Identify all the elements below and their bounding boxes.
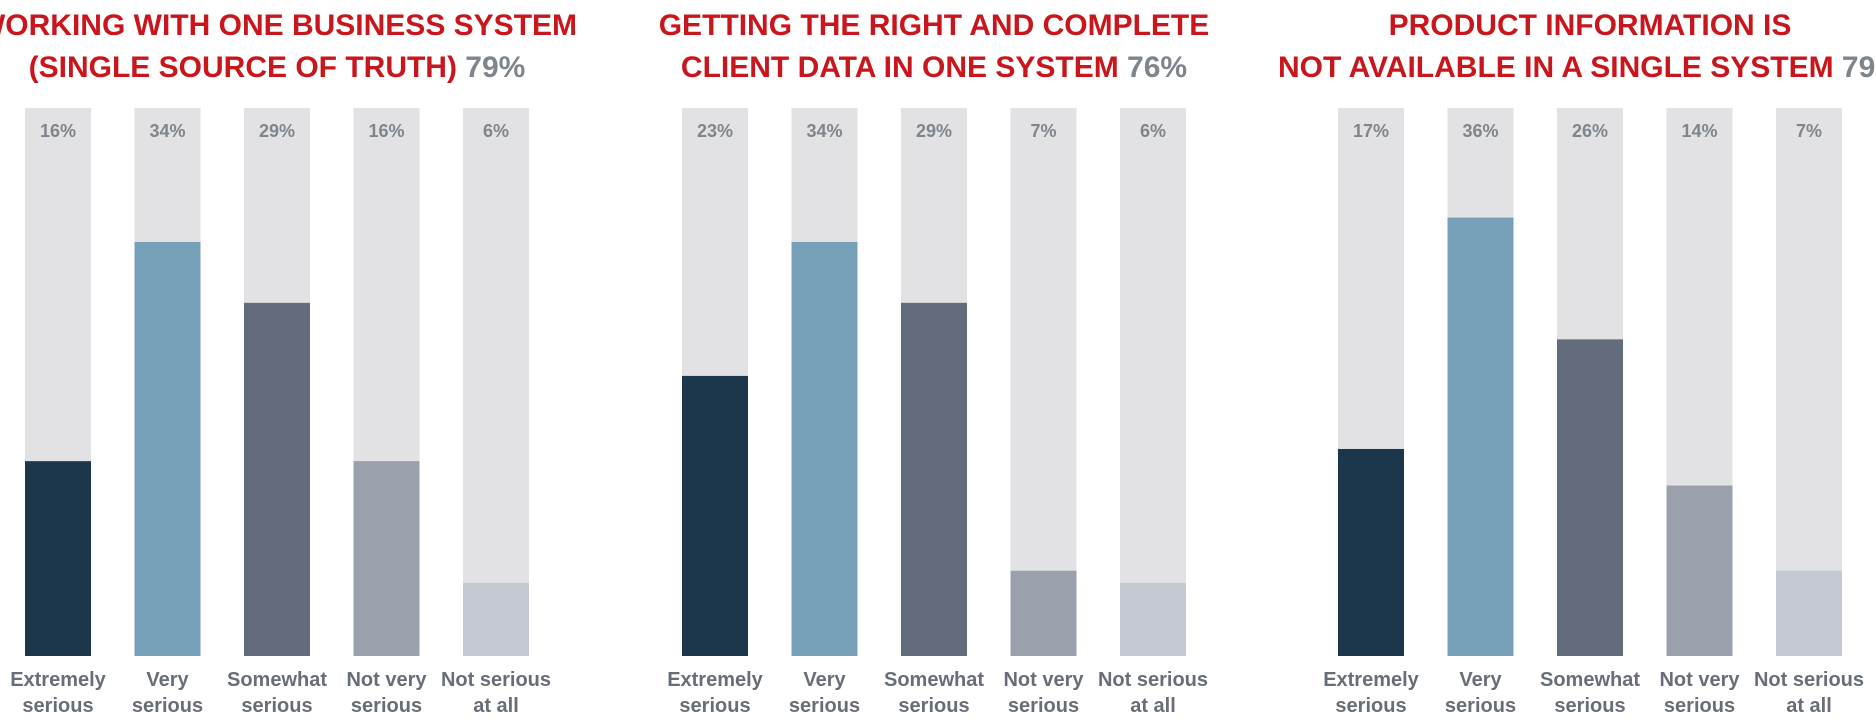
bar	[1557, 339, 1623, 656]
bar-value-label: 14%	[1681, 121, 1717, 141]
bar-track	[463, 108, 529, 656]
category-label: Somewhat	[227, 669, 327, 691]
bar-value-label: 34%	[806, 121, 842, 141]
bar-value-label: 26%	[1572, 121, 1608, 141]
chart-title-value: 76%	[1119, 51, 1187, 84]
category-label: Very	[1459, 669, 1502, 691]
category-label: Not very	[346, 669, 427, 691]
bar-track	[1010, 108, 1077, 656]
chart-title-line: GETTING THE RIGHT AND COMPLETE	[659, 9, 1210, 42]
bar-value-label: 7%	[1796, 121, 1822, 141]
category-label: Not very	[1659, 669, 1740, 691]
category-label: serious	[1664, 695, 1735, 715]
bar	[1120, 582, 1186, 656]
category-label: serious	[1445, 695, 1516, 715]
bar	[1338, 448, 1404, 656]
chart-title-line: CLIENT DATA IN ONE SYSTEM 76%	[681, 51, 1187, 84]
category-label: Somewhat	[884, 669, 984, 691]
category-label: at all	[1130, 695, 1176, 715]
bar-value-label: 6%	[483, 121, 509, 141]
category-label: serious	[1008, 695, 1079, 715]
bar	[901, 302, 967, 656]
bar	[1447, 217, 1514, 656]
bar-value-label: 29%	[259, 121, 295, 141]
bar-value-label: 7%	[1030, 121, 1056, 141]
bar	[1010, 570, 1077, 656]
bar-value-label: 16%	[40, 121, 76, 141]
category-label: Not serious	[1098, 669, 1208, 691]
category-label: serious	[679, 695, 750, 715]
chart-title-value: 79%	[457, 51, 525, 84]
bar-value-label: 6%	[1140, 121, 1166, 141]
category-label: serious	[1335, 695, 1406, 715]
bar	[244, 302, 310, 656]
bar-value-label: 36%	[1462, 121, 1498, 141]
bar	[791, 241, 858, 656]
chart-title-line: (SINGLE SOURCE OF TRUTH) 79%	[29, 51, 526, 84]
category-label: serious	[241, 695, 312, 715]
category-label: at all	[1786, 695, 1832, 715]
category-label: Not serious	[1754, 669, 1864, 691]
bar-value-label: 16%	[368, 121, 404, 141]
bar	[463, 582, 529, 656]
chart-title-value: 79%	[1834, 51, 1876, 84]
bar-value-label: 34%	[149, 121, 185, 141]
bar	[1666, 485, 1733, 656]
bar	[353, 461, 420, 656]
chart-title-line: NOT AVAILABLE IN A SINGLE SYSTEM 79%	[1278, 51, 1876, 84]
category-label: at all	[473, 695, 519, 715]
bar-value-label: 17%	[1353, 121, 1389, 141]
category-label: Extremely	[10, 669, 106, 691]
category-label: Very	[146, 669, 189, 691]
category-label: Not serious	[441, 669, 551, 691]
category-label: serious	[351, 695, 422, 715]
category-label: Not very	[1003, 669, 1084, 691]
chart-title-line: PRODUCT INFORMATION IS	[1389, 9, 1792, 42]
category-label: serious	[22, 695, 93, 715]
bar	[1776, 570, 1842, 656]
category-label: Extremely	[1323, 669, 1419, 691]
bar	[25, 461, 91, 656]
bar-track	[1776, 108, 1842, 656]
category-label: serious	[898, 695, 969, 715]
chart-title-line: WORKING WITH ONE BUSINESS SYSTEM	[0, 9, 577, 42]
bar-value-label: 23%	[697, 121, 733, 141]
category-label: serious	[789, 695, 860, 715]
bar	[682, 375, 748, 656]
category-label: Somewhat	[1540, 669, 1640, 691]
category-label: serious	[1554, 695, 1625, 715]
bar-value-label: 29%	[916, 121, 952, 141]
bar	[134, 241, 201, 656]
bar-track	[1120, 108, 1186, 656]
category-label: serious	[132, 695, 203, 715]
category-label: Extremely	[667, 669, 763, 691]
category-label: Very	[803, 669, 846, 691]
